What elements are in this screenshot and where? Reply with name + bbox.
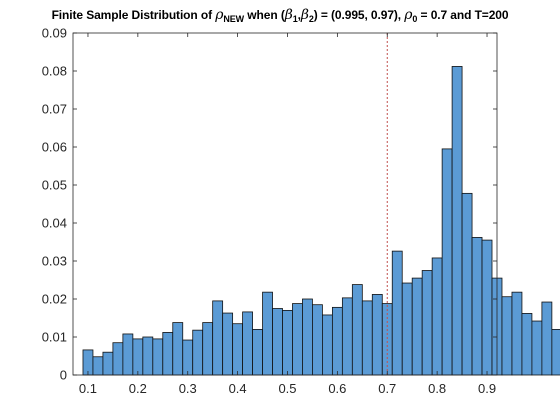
x-tick-label: 0.7 (378, 381, 396, 396)
histogram-bar (152, 338, 164, 376)
histogram-bar (162, 332, 174, 376)
histogram-bar (102, 351, 114, 376)
histogram-bar (391, 250, 403, 376)
x-tick-label: 0.2 (129, 381, 147, 396)
x-axis-ticks: 0.1 0.2 0.3 0.4 0.5 0.6 0.7 0.8 0.9 (79, 33, 496, 396)
x-tick-label: 0.6 (328, 381, 346, 396)
histogram-bar (232, 323, 244, 376)
histogram-bar (451, 66, 463, 376)
histogram-bar (421, 270, 433, 376)
histogram-bar (341, 297, 353, 376)
histogram-bar (172, 322, 184, 376)
histogram-bar (312, 304, 323, 376)
y-tick-label: 0.09 (42, 26, 67, 41)
x-tick-label: 0.9 (478, 381, 496, 396)
histogram-bar (371, 294, 383, 376)
histogram-bar (252, 328, 263, 376)
x-tick-label: 0.3 (179, 381, 197, 396)
histogram-bar (431, 257, 443, 376)
histogram-bar (222, 312, 234, 376)
histogram-bar (92, 356, 104, 376)
histogram-bar (262, 291, 273, 376)
histogram-bar (212, 300, 224, 376)
histogram-bar (122, 333, 134, 376)
y-tick-label: 0.01 (42, 330, 67, 345)
histogram-bar (501, 296, 513, 376)
histogram-bar (192, 329, 204, 376)
histogram-bar (182, 339, 194, 376)
histogram-bar (511, 291, 523, 376)
histogram-bar (411, 277, 423, 376)
plot-area-frame (72, 32, 498, 376)
histogram-bar (272, 308, 283, 376)
histogram-bar (112, 342, 124, 376)
y-tick-label: 0.02 (42, 292, 67, 307)
histogram-bar (242, 311, 253, 376)
y-tick-label: 0.05 (42, 178, 67, 193)
chart-title: Finite Sample Distribution of ρNEW when … (51, 7, 509, 24)
y-tick-label: 0 (60, 368, 67, 383)
y-tick-label: 0.04 (42, 216, 67, 231)
x-tick-label: 0.5 (278, 381, 296, 396)
histogram-bar (481, 239, 493, 376)
y-tick-label: 0.06 (42, 140, 67, 155)
histogram-bar (471, 237, 483, 376)
y-tick-label: 0.03 (42, 254, 67, 269)
histogram-bar (142, 336, 154, 376)
histogram-bar (461, 192, 473, 376)
histogram-bar (541, 301, 553, 376)
histogram-bars (82, 66, 560, 376)
histogram-bar (132, 338, 144, 376)
histogram-bar (302, 298, 313, 376)
histogram-bar (441, 148, 453, 376)
histogram-bar (282, 309, 293, 376)
histogram-bar (292, 303, 303, 376)
histogram-bar (521, 313, 533, 376)
title-rho-0: ρ (404, 7, 413, 23)
histogram-bar (401, 282, 413, 376)
histogram-bar (322, 314, 333, 376)
title-beta-2: β (300, 7, 309, 23)
axes (72, 32, 498, 376)
histogram-bar (351, 284, 363, 376)
y-tick-label: 0.07 (42, 102, 67, 117)
histogram-bar (361, 300, 373, 376)
y-axis-ticks: 0 0.01 0.02 0.03 0.04 0.05 0.06 0.07 0.08 0.09 (42, 26, 497, 383)
histogram-bar (331, 306, 343, 376)
x-tick-label: 0.1 (79, 381, 97, 396)
histogram-bar (551, 328, 560, 376)
histogram-bar (531, 320, 543, 376)
histogram-bar (202, 322, 214, 376)
x-tick-label: 0.4 (229, 381, 247, 396)
y-tick-label: 0.08 (42, 64, 67, 79)
x-tick-label: 0.8 (428, 381, 446, 396)
